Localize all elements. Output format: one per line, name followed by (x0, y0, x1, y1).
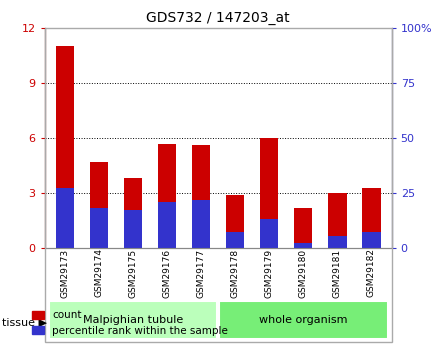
Bar (328, 236, 347, 248)
Bar (260, 138, 279, 248)
Bar (294, 243, 312, 248)
Bar (124, 178, 142, 248)
Text: GSM29179: GSM29179 (265, 248, 274, 297)
Title: GDS732 / 147203_at: GDS732 / 147203_at (146, 11, 290, 25)
Text: tissue ▶: tissue ▶ (2, 318, 47, 327)
Bar (158, 203, 176, 248)
FancyBboxPatch shape (49, 302, 217, 339)
Bar (362, 232, 380, 248)
Bar (56, 46, 74, 248)
Text: GSM29180: GSM29180 (299, 248, 307, 297)
Bar (192, 200, 210, 248)
Bar (89, 208, 108, 248)
Text: GSM29175: GSM29175 (129, 248, 138, 297)
Text: GSM29176: GSM29176 (162, 248, 171, 297)
Bar (260, 219, 279, 248)
Bar (294, 208, 312, 248)
Bar (56, 188, 74, 248)
Text: GSM29174: GSM29174 (94, 248, 103, 297)
Bar (89, 162, 108, 248)
Bar (226, 195, 244, 248)
Text: GSM29181: GSM29181 (333, 248, 342, 297)
Legend: count, percentile rank within the sample: count, percentile rank within the sample (28, 306, 232, 340)
Bar (158, 144, 176, 248)
Text: GSM29173: GSM29173 (61, 248, 69, 297)
Text: Malpighian tubule: Malpighian tubule (83, 315, 183, 325)
Bar (124, 210, 142, 248)
Text: GSM29182: GSM29182 (367, 248, 376, 297)
FancyBboxPatch shape (219, 302, 388, 339)
Text: GSM29178: GSM29178 (231, 248, 239, 297)
Bar (328, 193, 347, 248)
Text: GSM29177: GSM29177 (197, 248, 206, 297)
Bar (226, 232, 244, 248)
Bar (192, 145, 210, 248)
Bar (362, 188, 380, 248)
Text: whole organism: whole organism (259, 315, 348, 325)
